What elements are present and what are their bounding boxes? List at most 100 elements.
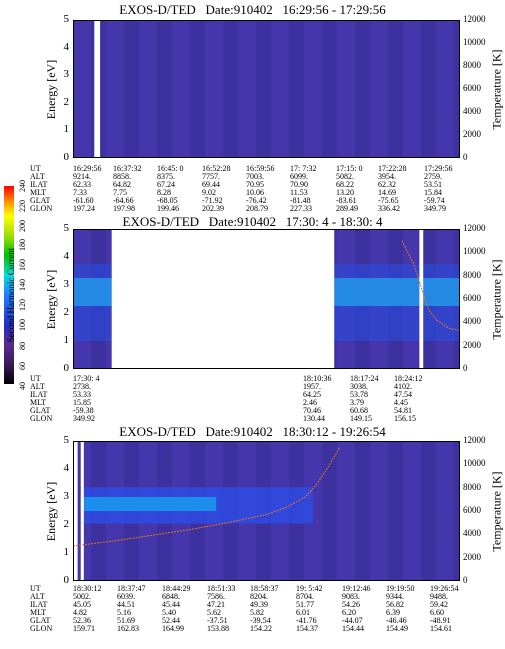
table-cell: 336.42 xyxy=(378,204,400,213)
table-row-label: GLAT xyxy=(30,406,51,415)
y-tick-label: 0 xyxy=(63,362,70,374)
table-cell: 3038. xyxy=(350,382,368,391)
colorbar-tick: 160 xyxy=(18,259,27,272)
table-cell: 67.24 xyxy=(157,180,175,189)
spectrogram-column xyxy=(355,20,358,158)
spectrogram-column xyxy=(124,20,127,158)
spectrogram-column xyxy=(316,20,319,158)
spectrogram-column xyxy=(418,441,421,581)
y-axis-label: Energy [eV] xyxy=(44,269,59,330)
spectrogram-column xyxy=(406,441,409,581)
spectrogram-column xyxy=(100,20,103,158)
spectrogram-column xyxy=(118,20,121,158)
spectrogram-column xyxy=(352,20,355,158)
table-row-label: ALT xyxy=(30,172,45,181)
spectrogram-column xyxy=(385,20,388,158)
spectrogram-column xyxy=(373,441,376,581)
table-cell: 56.82 xyxy=(386,600,404,609)
spectrogram-column xyxy=(313,441,316,581)
spectrogram-column xyxy=(385,441,388,581)
y-tick-label: 4 xyxy=(63,40,70,53)
table-cell: 19: 5:42 xyxy=(296,584,323,593)
spectrogram-column xyxy=(445,20,448,158)
spectrogram-column xyxy=(367,441,370,581)
y2-tick-label: 8000 xyxy=(463,269,481,280)
table-cell: 154.49 xyxy=(386,624,408,633)
energy-band-core xyxy=(73,278,112,306)
table-row-label: ALT xyxy=(30,592,45,601)
table-cell: 17:29:56 xyxy=(424,164,453,173)
spectrogram-column xyxy=(328,441,331,581)
spectrogram-column xyxy=(304,20,307,158)
table-row-label: UT xyxy=(30,584,41,593)
table-cell: 6.60 xyxy=(430,608,444,617)
table-cell: 7757. xyxy=(202,172,220,181)
spectrogram-column xyxy=(241,20,244,158)
table-row-label: UT xyxy=(30,374,41,383)
spectrogram-column xyxy=(415,20,418,158)
table-cell: 6.20 xyxy=(342,608,356,617)
table-cell: -59.38 xyxy=(73,406,94,415)
table-cell: 227.33 xyxy=(290,204,312,213)
plot-frame xyxy=(73,229,460,369)
table-cell: 8858. xyxy=(113,172,131,181)
table-cell: 6848. xyxy=(162,592,180,601)
table-cell: 59.42 xyxy=(430,600,448,609)
y2-tick-label: 12000 xyxy=(463,14,486,24)
spectrogram-column xyxy=(184,20,187,158)
y2-tick-label: 10000 xyxy=(463,37,486,47)
spectrogram-column xyxy=(295,20,298,158)
spectrogram-column xyxy=(409,441,412,581)
y2-tick-label: 6000 xyxy=(463,293,481,303)
spectrogram-column xyxy=(382,20,385,158)
energy-band-core xyxy=(423,278,460,306)
y2-axis-label: Temperature [K] xyxy=(489,49,504,130)
spectrogram-column xyxy=(376,20,379,158)
spectrogram-column xyxy=(361,20,364,158)
y2-tick-label: 6000 xyxy=(463,505,481,515)
spectrogram-column xyxy=(418,20,421,158)
y-tick-label: 1 xyxy=(63,334,70,346)
spectrogram-plot xyxy=(73,20,460,158)
spectrogram-column xyxy=(235,20,238,158)
table-cell: 164.99 xyxy=(162,624,184,633)
table-cell: 3954. xyxy=(378,172,396,181)
table-cell: 9344. xyxy=(386,592,404,601)
spectrogram-column xyxy=(343,441,346,581)
spectrogram-column xyxy=(172,20,175,158)
table-cell: 16:37:32 xyxy=(113,164,142,173)
table-row-label: ILAT xyxy=(30,390,48,399)
spectrogram-column xyxy=(253,20,256,158)
spectrogram-column xyxy=(73,20,76,158)
table-row-label: ILAT xyxy=(30,600,48,609)
spectrogram-column xyxy=(142,20,145,158)
table-cell: 7.75 xyxy=(113,188,127,197)
spectrogram-column xyxy=(169,20,172,158)
spectrogram-column xyxy=(331,20,334,158)
spectrogram-column xyxy=(406,20,409,158)
spectrogram-column xyxy=(397,441,400,581)
spectrogram-column xyxy=(115,20,118,158)
panel-title: EXOS-D/TED Date:910402 16:29:56 - 17:29:… xyxy=(119,2,386,17)
y-tick-label: 3 xyxy=(63,278,70,290)
y2-tick-label: 6000 xyxy=(463,83,481,93)
y-tick-label: 0 xyxy=(63,151,70,163)
table-cell: 16:59:56 xyxy=(246,164,275,173)
y-tick-label: 2 xyxy=(63,306,70,318)
table-cell: 45.05 xyxy=(73,600,91,609)
table-cell: -71.92 xyxy=(202,196,223,205)
spectrogram-column xyxy=(424,20,427,158)
plot-frame xyxy=(73,441,460,581)
spectrogram-column xyxy=(136,20,139,158)
y2-tick-label: 0 xyxy=(463,575,468,585)
spectrogram-column xyxy=(412,441,415,581)
spectrogram-column xyxy=(382,441,385,581)
table-cell: 2.46 xyxy=(303,398,317,407)
colorbar-tick: 40 xyxy=(18,382,27,390)
spectrogram-column xyxy=(415,441,418,581)
spectrogram-column xyxy=(157,20,160,158)
spectrogram-column xyxy=(430,20,433,158)
y2-tick-label: 12000 xyxy=(463,435,486,445)
y2-tick-label: 0 xyxy=(463,152,468,162)
spectrogram-column xyxy=(310,20,313,158)
